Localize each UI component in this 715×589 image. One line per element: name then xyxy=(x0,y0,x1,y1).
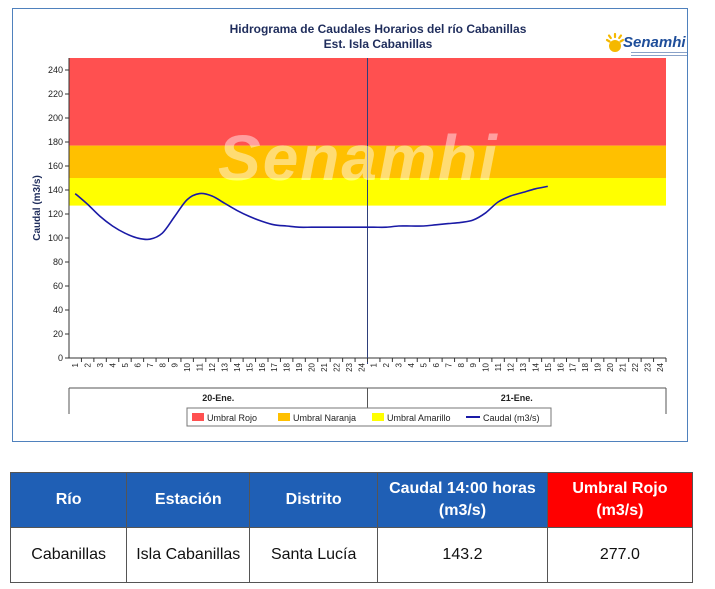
y-axis-label: Caudal (m3/s) xyxy=(32,175,43,241)
logo-text: Senamhi xyxy=(623,34,686,51)
x-tick-label-6: 7 xyxy=(146,362,155,367)
x-tick-label-1: 2 xyxy=(84,362,93,367)
x-tick-label-42: 19 xyxy=(594,362,603,371)
x-tick-label-44: 21 xyxy=(618,362,627,371)
x-tick-label-33: 10 xyxy=(482,362,491,371)
y-tick-label-0: 0 xyxy=(58,353,63,363)
x-tick-label-9: 10 xyxy=(183,362,192,371)
x-tick-label-35: 12 xyxy=(507,362,516,371)
header-estacion: Estación xyxy=(126,472,251,528)
table-row: Cabanillas Isla Cabanillas Santa Lucía 1… xyxy=(9,527,694,583)
x-tick-label-3: 4 xyxy=(109,362,118,367)
cell-rio: Cabanillas xyxy=(9,527,128,583)
senamhi-logo: Senamhi xyxy=(605,30,689,60)
chart-subtitle: Est. Isla Cabanillas xyxy=(324,37,433,51)
x-tick-label-46: 23 xyxy=(643,362,652,371)
y-tick-label-1: 20 xyxy=(53,329,63,339)
x-tick-label-36: 13 xyxy=(519,362,528,371)
x-tick-label-23: 24 xyxy=(357,362,366,371)
x-tick-label-37: 14 xyxy=(531,362,540,371)
y-tick-label-3: 60 xyxy=(53,281,63,291)
x-tick-label-4: 5 xyxy=(121,362,130,367)
chart-frame: Hidrograma de Caudales Horarios del río … xyxy=(12,8,688,442)
y-tick-label-12: 240 xyxy=(48,65,63,75)
header-rio: Río xyxy=(9,472,128,528)
y-tick-label-10: 200 xyxy=(48,113,63,123)
x-tick-label-13: 14 xyxy=(233,362,242,371)
x-tick-label-41: 18 xyxy=(581,362,590,371)
x-tick-label-43: 20 xyxy=(606,362,615,371)
x-tick-label-2: 3 xyxy=(96,362,105,367)
chart-title: Hidrograma de Caudales Horarios del río … xyxy=(230,22,527,36)
x-tick-label-32: 9 xyxy=(469,362,478,367)
legend-swatch-2 xyxy=(372,413,384,421)
x-tick-label-29: 6 xyxy=(432,362,441,367)
x-tick-label-27: 4 xyxy=(407,362,416,367)
x-tick-label-39: 16 xyxy=(556,362,565,371)
x-tick-label-38: 15 xyxy=(544,362,553,371)
x-tick-label-47: 24 xyxy=(656,362,665,371)
y-tick-label-9: 180 xyxy=(48,137,63,147)
legend-box xyxy=(186,407,552,427)
cell-distrito: Santa Lucía xyxy=(249,527,379,583)
cell-caudal: 143.2 xyxy=(377,527,548,583)
x-tick-label-11: 12 xyxy=(208,362,217,371)
y-tick-label-11: 220 xyxy=(48,89,63,99)
sun-icon xyxy=(605,32,625,52)
day-label-1: 21-Ene. xyxy=(501,393,533,403)
x-tick-label-8: 9 xyxy=(171,362,180,367)
x-tick-label-0: 1 xyxy=(71,362,80,367)
logo-tagline xyxy=(631,52,687,56)
x-tick-label-15: 16 xyxy=(258,362,267,371)
y-tick-label-5: 100 xyxy=(48,233,63,243)
x-tick-label-17: 18 xyxy=(283,362,292,371)
header-caudal: Caudal 14:00 horas (m3/s) xyxy=(377,472,548,528)
x-tick-label-22: 23 xyxy=(345,362,354,371)
legend-label-0: Umbral Rojo xyxy=(207,413,257,423)
x-tick-label-21: 22 xyxy=(332,362,341,371)
x-tick-label-5: 6 xyxy=(133,362,142,367)
x-tick-label-14: 15 xyxy=(245,362,254,371)
hydrograph-chart: Hidrograma de Caudales Horarios del río … xyxy=(32,22,667,427)
legend-swatch-0 xyxy=(192,413,204,421)
y-tick-label-2: 40 xyxy=(53,305,63,315)
x-tick-label-26: 3 xyxy=(395,362,404,367)
x-tick-label-31: 8 xyxy=(457,362,466,367)
x-tick-label-30: 7 xyxy=(444,362,453,367)
x-tick-label-25: 2 xyxy=(382,362,391,367)
x-tick-label-12: 13 xyxy=(220,362,229,371)
x-tick-label-18: 19 xyxy=(295,362,304,371)
series-line-0 xyxy=(74,185,548,241)
y-tick-label-8: 160 xyxy=(48,161,63,171)
x-tick-label-19: 20 xyxy=(308,362,317,371)
legend-label-2: Umbral Amarillo xyxy=(387,413,451,423)
table-header-row: Río Estación Distrito Caudal 14:00 horas… xyxy=(9,472,694,528)
cell-umbral-rojo: 277.0 xyxy=(546,527,694,583)
x-tick-label-16: 17 xyxy=(270,362,279,371)
x-tick-label-20: 21 xyxy=(320,362,329,371)
x-tick-label-24: 1 xyxy=(370,362,379,367)
y-tick-label-6: 120 xyxy=(48,209,63,219)
x-tick-label-34: 11 xyxy=(494,362,503,371)
legend-label-3: Caudal (m3/s) xyxy=(483,413,540,423)
x-tick-label-7: 8 xyxy=(158,362,167,367)
x-tick-label-45: 22 xyxy=(631,362,640,371)
day-label-0: 20-Ene. xyxy=(202,393,234,403)
x-tick-label-28: 5 xyxy=(419,362,428,367)
x-tick-label-40: 17 xyxy=(569,362,578,371)
header-umbral-rojo: Umbral Rojo (m3/s) xyxy=(546,472,694,528)
x-tick-label-10: 11 xyxy=(196,362,205,371)
header-distrito: Distrito xyxy=(249,472,379,528)
y-tick-label-4: 80 xyxy=(53,257,63,267)
y-tick-label-7: 140 xyxy=(48,185,63,195)
legend-swatch-1 xyxy=(278,413,290,421)
cell-estacion: Isla Cabanillas xyxy=(126,527,251,583)
station-table: Río Estación Distrito Caudal 14:00 horas… xyxy=(9,472,694,583)
legend-label-1: Umbral Naranja xyxy=(293,413,356,423)
